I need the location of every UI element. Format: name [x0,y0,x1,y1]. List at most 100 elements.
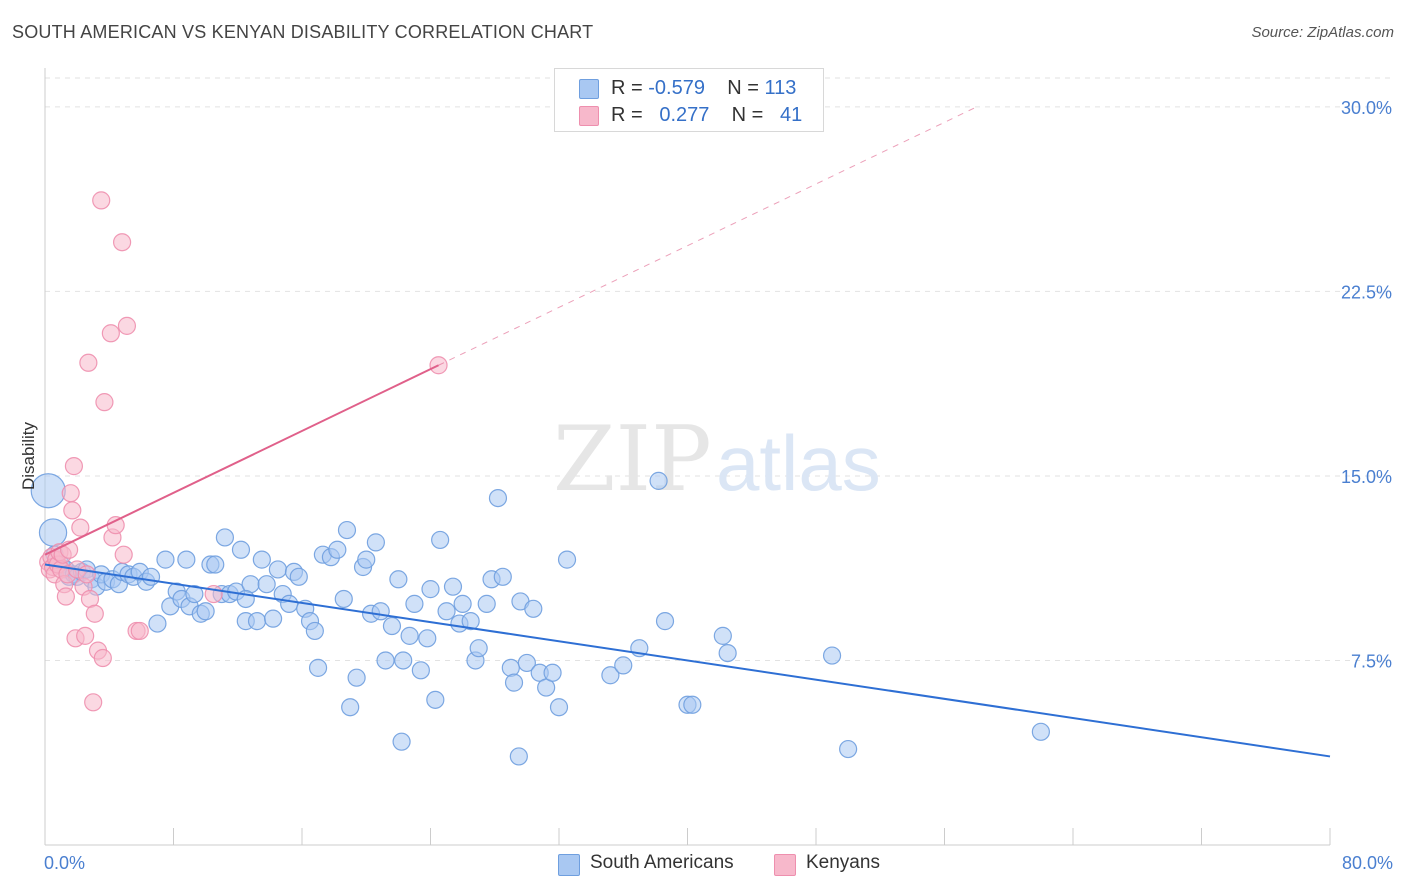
south-american-point [206,555,225,574]
south-american-point [337,520,357,540]
south-american-trend-line [44,563,1331,758]
kenyan-point [64,457,84,476]
south-american-point [156,550,175,569]
south-american-point [215,528,234,547]
south-american-point [382,616,402,636]
kenyan-point [79,353,98,372]
south-american-point [305,621,324,641]
south-american-point [196,602,215,621]
blue-swatch [558,854,580,876]
pink-swatch [774,854,796,876]
kenyan-point [112,233,132,252]
south-american-point [543,663,562,682]
south-american-point [38,518,68,547]
legend-n-value: 113 [764,77,797,99]
south-american-point [371,602,390,621]
kenyan-point [92,191,111,210]
south-american-point [504,673,524,692]
south-american-point [524,599,543,618]
watermark-zip: ZIP [553,407,712,512]
tick-labels: 7.5% 15.0% 22.5% 30.0% 0.0% 80.0% [44,98,1393,873]
correlation-legend: R = -0.579 N = 113 R = 0.277 N = 41 [554,68,824,132]
kenyan-point [61,484,80,503]
legend-n-label: N = [727,77,759,99]
kenyan-point [93,648,112,668]
south-american-point [392,732,411,751]
legend-label: Kenyans [806,852,880,873]
kenyan-point [117,316,137,335]
south-american-point [177,550,196,569]
south-american-point [601,666,620,685]
y-tick-label: 7.5% [1351,651,1392,671]
south-american-point [257,575,276,594]
kenyan-point [106,516,125,535]
south-american-point [394,651,413,670]
south-american-point [405,594,424,613]
south-american-point [649,471,668,490]
y-tick-label: 30.0% [1341,98,1392,118]
kenyan-point [114,545,133,564]
grid-lines [45,77,1392,661]
south-american-point [469,639,488,658]
south-american-point [822,646,842,665]
south-american-point [308,658,328,677]
south-american-point [334,589,353,609]
y-tick-label: 15.0% [1341,467,1392,487]
south-american-point [411,661,430,680]
south-american-point [289,567,308,586]
south-american-point [655,612,675,631]
kenyan-point [63,501,82,520]
south-american-point [247,612,267,631]
chart-title: SOUTH AMERICAN VS KENYAN DISABILITY CORR… [12,22,594,42]
y-tick-label: 22.5% [1341,282,1392,302]
kenyan-point [95,393,114,412]
south-american-point [718,643,737,663]
kenyan-point [101,324,120,343]
data-points [30,191,1050,766]
south-american-point [509,747,528,766]
watermark-atlas: atlas [716,419,881,507]
south-american-point [493,567,512,586]
source-label: Source: ZipAtlas.com [1251,24,1394,41]
kenyan-point [76,626,95,645]
south-american-point [328,540,347,559]
x-tick-label: 80.0% [1342,853,1393,873]
south-american-point [389,570,408,589]
south-american-point [268,560,288,579]
south-american-point [517,653,536,673]
south-american-point [461,612,480,631]
kenyan-point [56,587,75,606]
trend-lines [44,106,1331,758]
kenyan-point [130,621,149,641]
south-american-point [453,594,472,613]
blue-swatch [579,79,599,99]
south-american-point [341,698,360,717]
south-american-point [376,651,395,670]
kenyan-point [77,565,96,584]
south-american-point [1031,722,1050,741]
axes [44,68,1331,846]
south-american-point [477,594,496,613]
south-american-point [252,550,271,569]
south-american-point [614,656,633,675]
south-american-point [185,584,204,604]
kenyan-point [71,518,90,537]
south-american-point [366,533,385,552]
legend-label: South Americans [590,852,734,873]
south-american-point [263,609,283,628]
south-american-point [357,550,376,569]
south-american-point [347,668,366,687]
south-american-point [400,626,419,645]
south-american-point [443,577,463,596]
legend-n-value: 41 [780,104,803,126]
south-american-point [431,530,450,550]
south-american-point [280,594,299,613]
south-american-point [141,567,161,586]
south-american-point [418,629,437,648]
south-american-point [231,540,251,559]
south-american-point [421,580,440,599]
south-american-point [426,690,445,709]
south-american-point [557,550,577,569]
south-american-point [683,695,702,714]
